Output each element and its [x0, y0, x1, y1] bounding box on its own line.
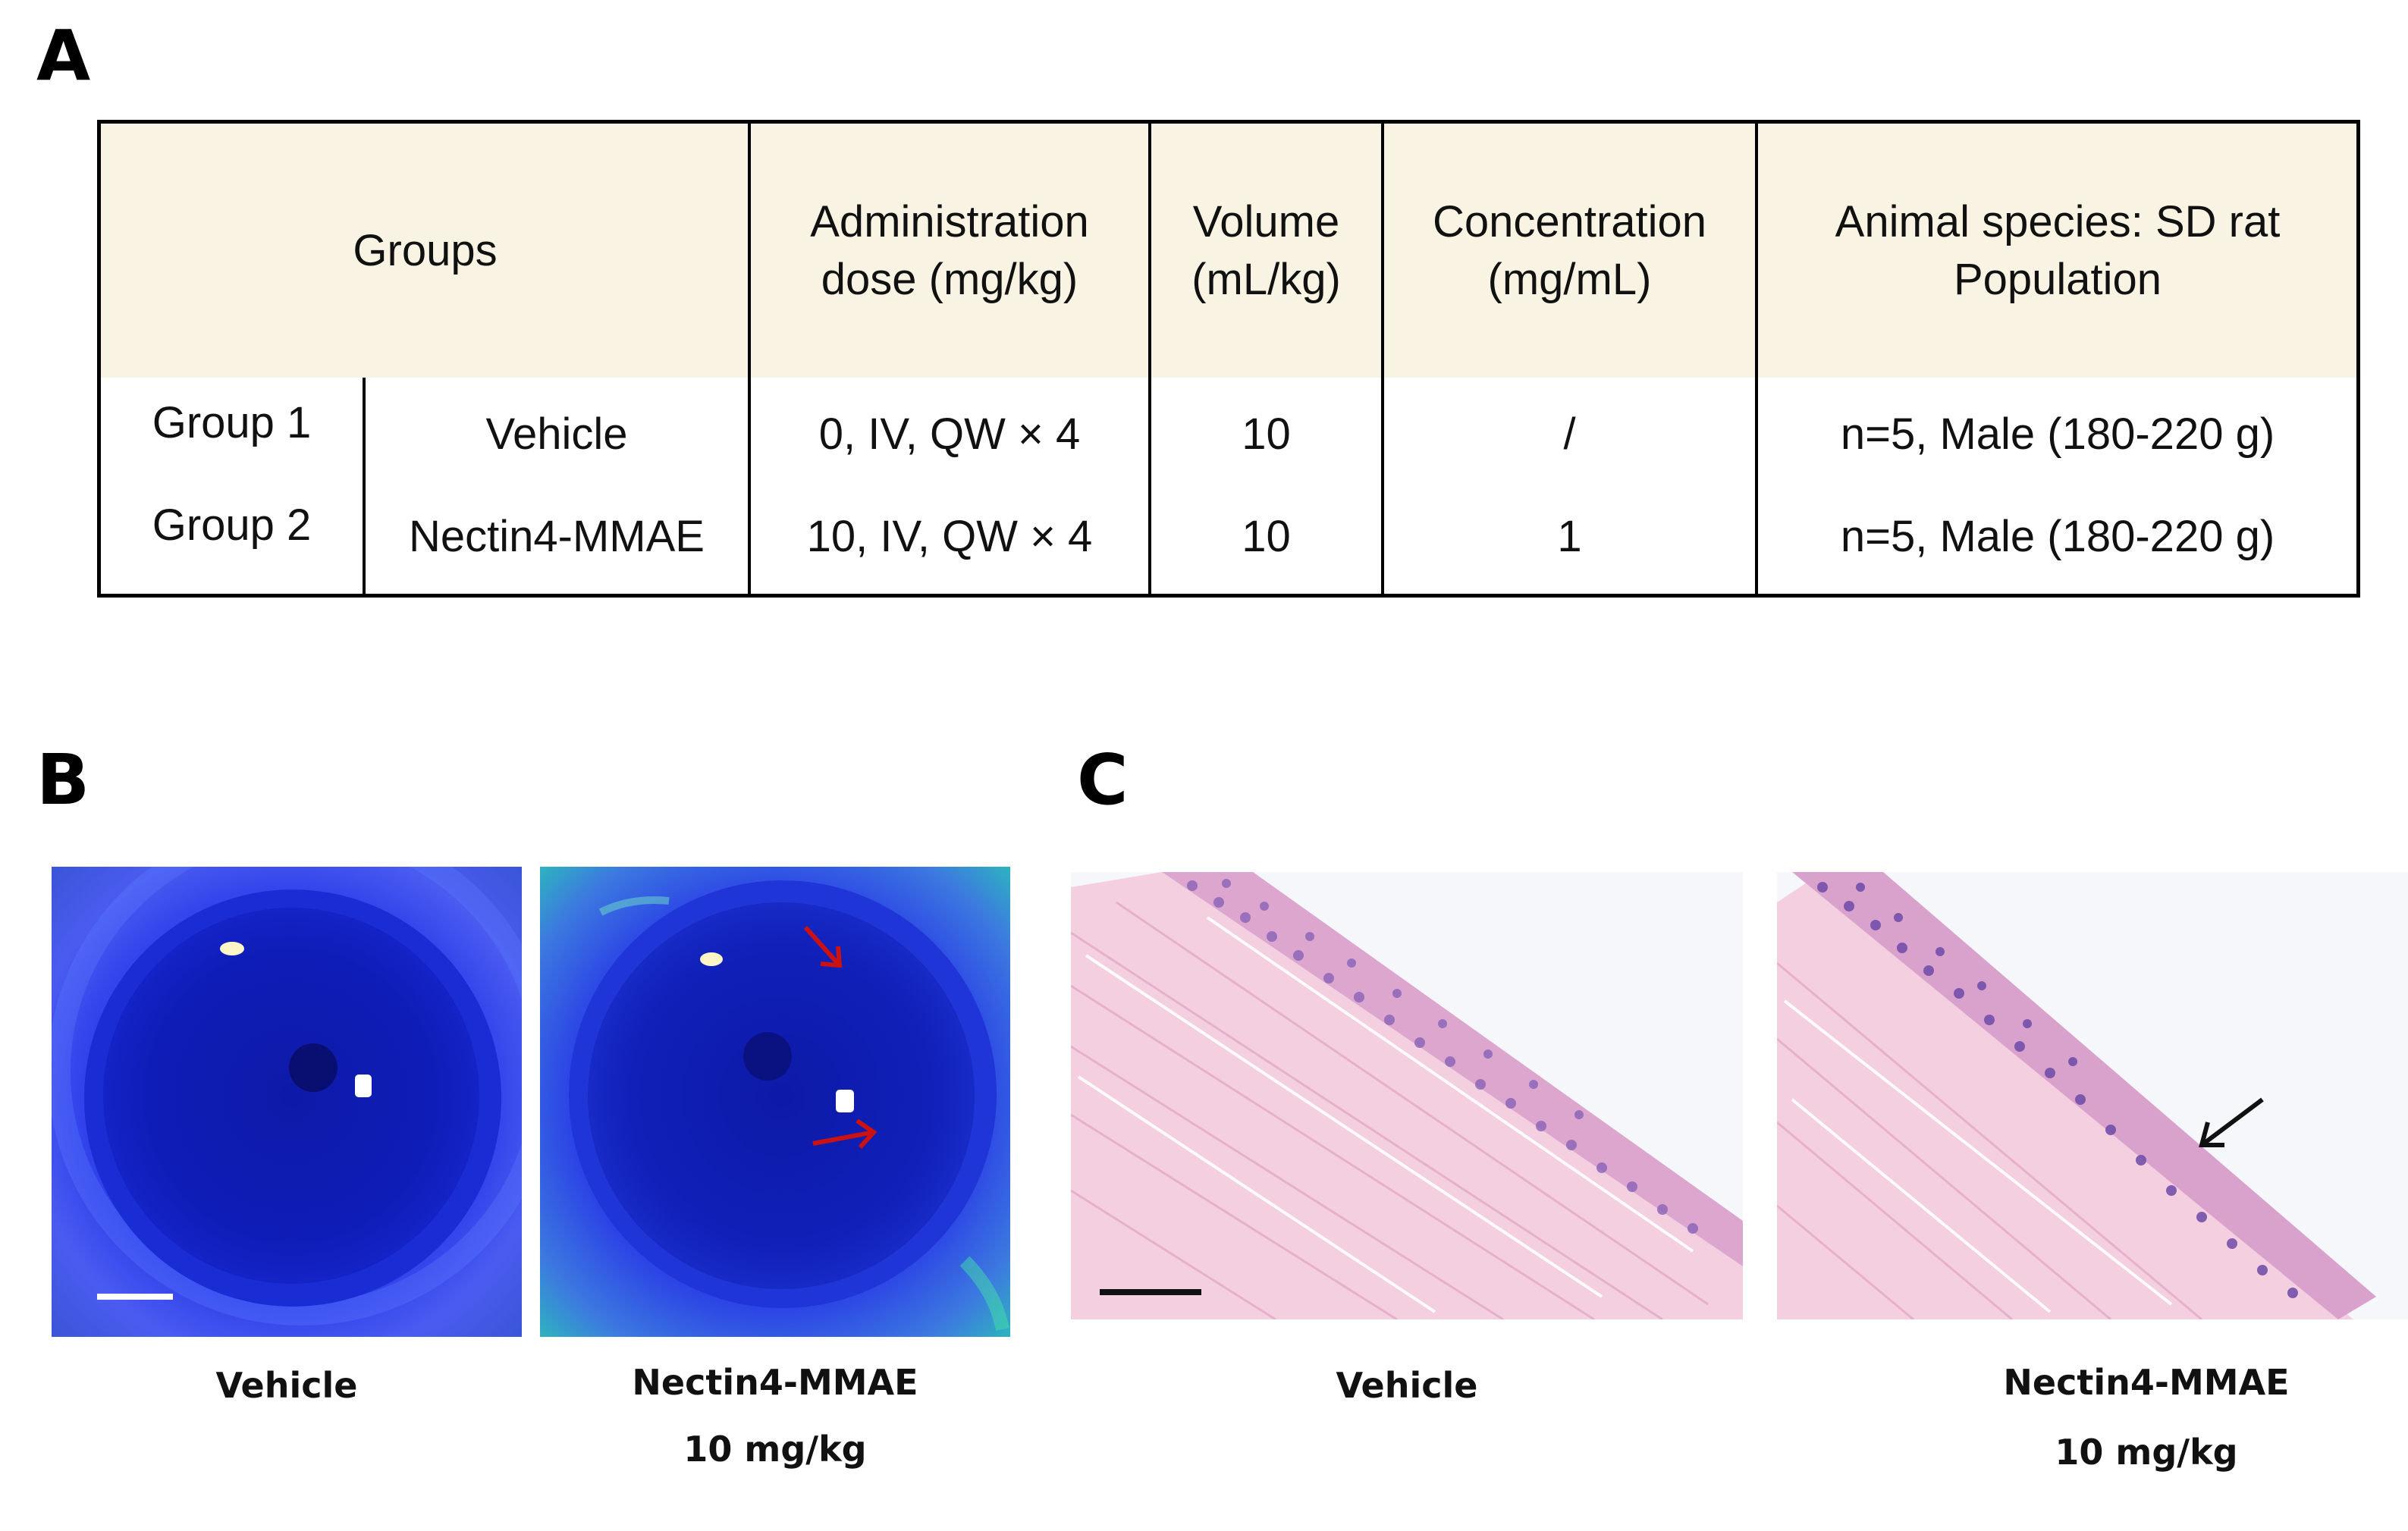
- header-dose: Administration dose (mg/kg): [810, 196, 1089, 304]
- caption-b-treatment: Nectin4-MMAE: [632, 1362, 918, 1403]
- header-volume: Volume (mL/kg): [1191, 196, 1341, 304]
- header-population: Animal species: SD rat Population: [1835, 196, 2281, 304]
- row-2-article: Nectin4-MMAE: [409, 512, 705, 561]
- caption-c-vehicle: Vehicle: [1336, 1365, 1478, 1406]
- eye-image-nectin4-mmae: [540, 867, 1010, 1337]
- row-1-group: Group 1: [152, 398, 312, 447]
- row-2-group: Group 2: [152, 500, 312, 550]
- table-rule: [1148, 124, 1151, 594]
- caption-b-vehicle: Vehicle: [215, 1365, 358, 1406]
- red-arrow-icon: [812, 1118, 877, 1150]
- row-1-dose: 0, IV, QW × 4: [818, 409, 1081, 459]
- row-2-population: n=5, Male (180-220 g): [1840, 512, 2275, 561]
- table-header-background: [101, 124, 2356, 378]
- dosing-table: Groups Administration dose (mg/kg) Volum…: [97, 120, 2360, 598]
- row-1-concentration: /: [1563, 409, 1576, 459]
- caption-c-treatment: Nectin4-MMAE: [2003, 1362, 2290, 1403]
- eye-image-vehicle: [52, 867, 522, 1337]
- row-1-population: n=5, Male (180-220 g): [1840, 409, 2275, 459]
- table-rule: [748, 124, 751, 594]
- table-rule: [363, 378, 366, 594]
- histology-image-vehicle: [1071, 872, 1743, 1319]
- header-concentration: Concentration (mg/mL): [1432, 196, 1707, 304]
- row-2-concentration: 1: [1557, 512, 1582, 561]
- caption-b-dose: 10 mg/kg: [683, 1429, 867, 1470]
- panel-label-a: A: [36, 15, 91, 96]
- row-2-volume: 10: [1242, 512, 1291, 561]
- table-rule: [1381, 124, 1384, 594]
- table-rule: [1755, 124, 1758, 594]
- red-arrow-icon: [803, 925, 843, 968]
- row-1-article: Vehicle: [485, 409, 628, 459]
- header-groups: Groups: [353, 225, 498, 275]
- black-arrow-icon: [2199, 1097, 2264, 1147]
- histology-image-nectin4-mmae: [1777, 872, 2408, 1319]
- caption-c-dose: 10 mg/kg: [2055, 1432, 2238, 1473]
- panel-label-c: C: [1077, 739, 1129, 820]
- panel-label-b: B: [36, 739, 90, 820]
- row-1-volume: 10: [1242, 409, 1291, 459]
- row-2-dose: 10, IV, QW × 4: [806, 512, 1093, 561]
